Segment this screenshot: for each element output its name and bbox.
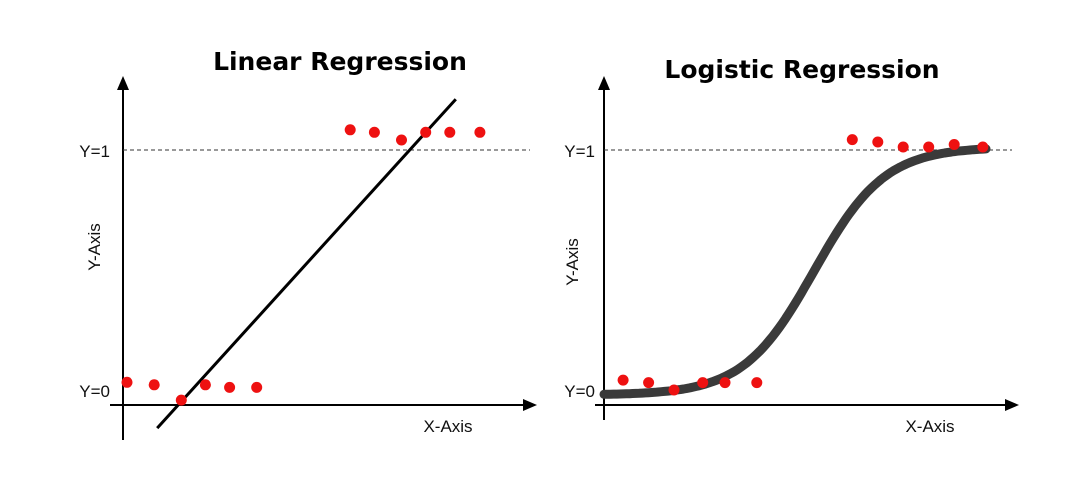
linear-data-point bbox=[199, 379, 211, 391]
linear-y-axis-arrow-icon bbox=[117, 76, 129, 90]
linear-ytick-y0: Y=0 bbox=[79, 382, 110, 401]
logistic-regression-panel: Logistic Regression Y=1 Y=0 X-Axis Y-Axi… bbox=[563, 55, 1019, 436]
logistic-data-point bbox=[617, 374, 629, 386]
logistic-chart-title: Logistic Regression bbox=[664, 55, 939, 84]
linear-data-point bbox=[368, 126, 380, 138]
linear-data-point bbox=[420, 126, 432, 138]
linear-x-axis-arrow-icon bbox=[523, 399, 537, 411]
logistic-y-axis-arrow-icon bbox=[598, 76, 610, 90]
logistic-sigmoid-curve bbox=[599, 144, 991, 399]
linear-ytick-y1: Y=1 bbox=[79, 142, 110, 161]
linear-data-point bbox=[444, 126, 456, 138]
linear-chart-title: Linear Regression bbox=[213, 47, 467, 76]
linear-data-point bbox=[121, 376, 133, 388]
linear-regression-panel: Linear Regression Y=1 Y=0 X-Axis Y-Axis bbox=[79, 47, 537, 440]
logistic-x-axis-arrow-icon bbox=[1005, 399, 1019, 411]
logistic-plot-area bbox=[599, 134, 991, 399]
logistic-data-point bbox=[846, 134, 858, 146]
linear-data-point bbox=[474, 126, 486, 138]
logistic-ytick-y0: Y=0 bbox=[564, 382, 595, 401]
logistic-data-point bbox=[643, 377, 655, 389]
logistic-data-point bbox=[719, 377, 731, 389]
linear-data-point bbox=[396, 134, 407, 146]
logistic-data-point bbox=[751, 377, 763, 389]
logistic-data-point bbox=[668, 384, 680, 396]
linear-y-axis-label: Y-Axis bbox=[85, 223, 104, 271]
linear-data-point bbox=[175, 394, 187, 406]
logistic-ytick-y1: Y=1 bbox=[564, 142, 595, 161]
logistic-y-axis-label: Y-Axis bbox=[563, 238, 582, 286]
logistic-data-point bbox=[923, 141, 935, 153]
linear-fit-line bbox=[156, 98, 457, 430]
linear-x-axis-label: X-Axis bbox=[423, 417, 472, 436]
linear-plot-area bbox=[121, 98, 486, 430]
linear-data-point bbox=[344, 124, 356, 136]
logistic-data-point bbox=[977, 141, 989, 153]
logistic-x-axis-label: X-Axis bbox=[905, 417, 954, 436]
logistic-data-point bbox=[872, 136, 884, 148]
linear-data-point bbox=[148, 379, 160, 391]
linear-data-point bbox=[251, 381, 263, 393]
logistic-data-point bbox=[948, 139, 960, 150]
logistic-data-point bbox=[897, 141, 909, 153]
linear-data-point bbox=[224, 381, 236, 393]
logistic-data-point bbox=[697, 377, 709, 389]
